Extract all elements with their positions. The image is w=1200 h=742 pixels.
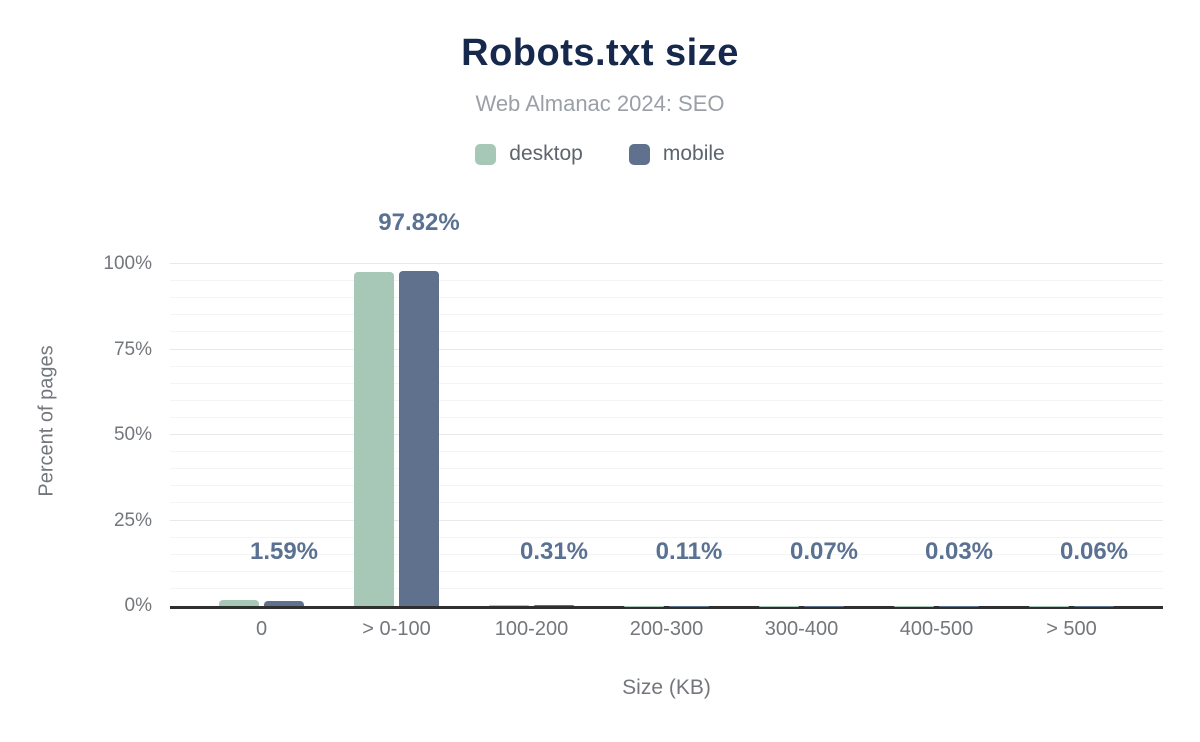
chart-title: Robots.txt size	[461, 32, 739, 74]
x-axis-ticks: 0 > 0-100 100-200 200-300 300-400 400-500 > 50…	[170, 618, 1163, 641]
x-tick-6: > 500	[1046, 618, 1097, 640]
bar-mobile-1[interactable]	[399, 271, 439, 606]
x-tick-4: 300-400	[764, 618, 839, 640]
desktop-swatch-icon	[475, 143, 497, 165]
y-tick-0pct: 0%	[124, 595, 152, 616]
legend-item-desktop[interactable]: desktop	[475, 142, 583, 166]
data-label-3: 0.11%	[655, 538, 723, 565]
gridline-minor-70	[170, 365, 1163, 367]
gridline-minor-90	[170, 297, 1163, 299]
y-tick-100pct: 100%	[103, 253, 152, 274]
category-slot-3	[599, 264, 734, 606]
x-axis-title: Size (KB)	[622, 676, 711, 699]
gridline-minor-5	[170, 587, 1163, 589]
gridline-minor-30	[170, 502, 1163, 504]
data-label-0: 1.59%	[249, 538, 319, 565]
y-tick-25pct: 25%	[113, 509, 152, 531]
bar-mobile-0[interactable]	[264, 600, 304, 606]
legend: desktop mobile	[0, 142, 1200, 166]
gridline-minor-85	[170, 314, 1163, 316]
data-label-2: 0.31%	[519, 538, 589, 565]
category-slot-1	[329, 264, 464, 606]
y-axis-title: Percent of pages	[35, 345, 58, 497]
gridline-minor-55	[170, 416, 1163, 418]
x-axis-line	[170, 606, 1163, 609]
gridline-major-50	[170, 434, 1163, 435]
gridline-minor-35	[170, 485, 1163, 487]
data-label-6: 0.06%	[1059, 538, 1129, 565]
category-slot-2	[464, 264, 599, 606]
y-tick-75pct: 75%	[113, 338, 152, 360]
gridline-minor-20	[170, 536, 1163, 538]
legend-label-desktop: desktop	[509, 142, 583, 165]
data-label-4: 0.07%	[789, 538, 859, 565]
category-slot-5	[869, 264, 1004, 606]
gridline-major-100	[170, 263, 1163, 264]
chart-subtitle: Web Almanac 2024: SEO	[475, 91, 725, 116]
gridline-minor-65	[170, 382, 1163, 384]
category-slot-4	[734, 264, 869, 606]
x-tick-3: 200-300	[629, 618, 704, 640]
mobile-swatch-icon	[628, 143, 650, 165]
bar-desktop-0[interactable]	[219, 599, 259, 606]
gridline-minor-60	[170, 399, 1163, 401]
gridline-minor-40	[170, 468, 1163, 470]
y-tick-50pct: 50%	[113, 424, 152, 445]
gridline-minor-95	[170, 280, 1163, 282]
bar-desktop-2[interactable]	[489, 604, 529, 606]
legend-label-mobile: mobile	[662, 142, 725, 165]
plot-area: 1.59% 97.82% 0.31% 0.11% 0.07% 0.03% 0.06%	[170, 209, 1163, 609]
bar-desktop-1[interactable]	[354, 271, 394, 606]
x-tick-5: 400-500	[899, 618, 974, 640]
x-tick-2: 100-200	[494, 618, 569, 640]
data-label-5: 0.03%	[924, 538, 994, 565]
category-slot-0	[194, 264, 329, 606]
gridline-major-25	[170, 519, 1163, 521]
gridline-minor-45	[170, 451, 1163, 453]
category-slot-6	[1004, 264, 1139, 606]
gridline-minor-10	[170, 570, 1163, 572]
data-label-1: 97.82%	[378, 209, 460, 237]
legend-item-mobile[interactable]: mobile	[628, 142, 725, 166]
gridline-minor-15	[170, 553, 1163, 555]
bars-row	[170, 264, 1163, 606]
bar-mobile-2[interactable]	[534, 604, 574, 606]
gridline-minor-80	[170, 331, 1163, 333]
x-tick-1: > 0-100	[362, 618, 431, 640]
gridline-major-75	[170, 348, 1163, 350]
x-tick-0: 0	[255, 618, 268, 640]
